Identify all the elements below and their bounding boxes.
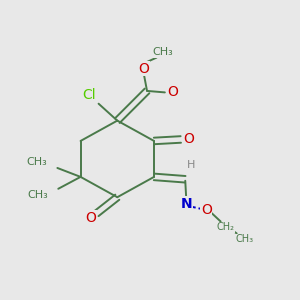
Text: CH₃: CH₃ <box>236 234 254 244</box>
Text: O: O <box>167 85 178 99</box>
Text: H: H <box>186 160 195 170</box>
Text: O: O <box>86 211 97 225</box>
Text: O: O <box>183 133 194 146</box>
Text: CH₃: CH₃ <box>152 47 173 57</box>
Text: Cl: Cl <box>82 88 96 102</box>
Text: O: O <box>201 203 212 217</box>
Text: CH₃: CH₃ <box>27 190 48 200</box>
Text: O: O <box>139 61 149 76</box>
Text: N: N <box>180 196 192 211</box>
Text: CH₃: CH₃ <box>26 157 47 167</box>
Text: CH₂: CH₂ <box>216 222 234 233</box>
